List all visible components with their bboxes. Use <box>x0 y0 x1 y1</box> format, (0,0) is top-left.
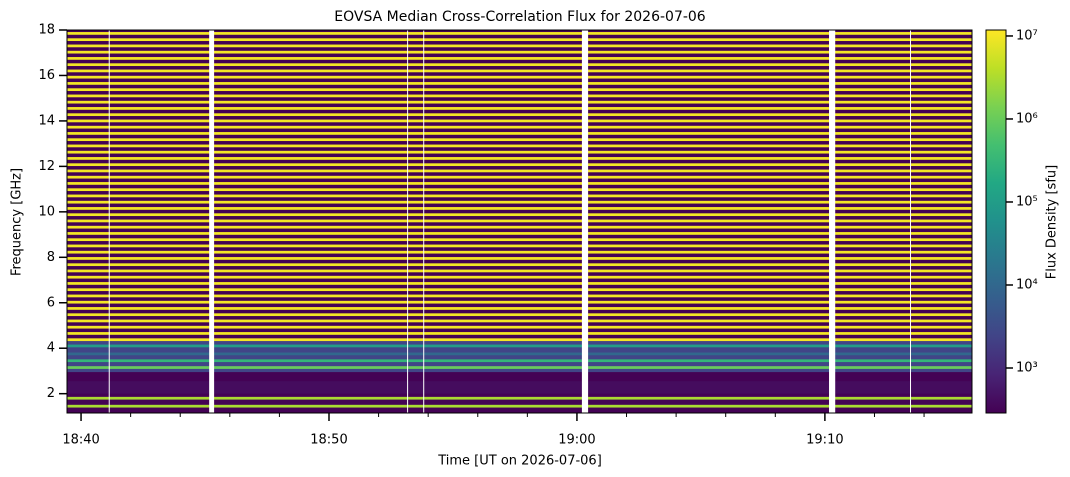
channel <box>67 94 972 98</box>
channel <box>67 366 972 369</box>
channel <box>67 125 972 129</box>
channel <box>67 188 972 192</box>
plot-area <box>67 30 972 413</box>
channel <box>67 263 972 267</box>
data-gap <box>108 30 110 413</box>
channel <box>67 232 972 235</box>
colorbar-tick-label: 10⁴ <box>1016 277 1038 292</box>
data-gap <box>829 30 836 413</box>
y-tick-label: 16 <box>38 68 55 83</box>
channel <box>67 219 972 223</box>
colorbar-label: Flux Density [sfu] <box>1045 165 1060 279</box>
channel <box>67 294 972 298</box>
channel <box>67 50 972 54</box>
channel <box>67 338 972 342</box>
chart-title: EOVSA Median Cross-Correlation Flux for … <box>334 9 706 25</box>
channel <box>67 138 972 142</box>
channel <box>67 300 972 304</box>
channel <box>67 107 972 110</box>
channel <box>67 44 972 48</box>
colorbar-tick-label: 10⁷ <box>1016 28 1038 43</box>
data-gap <box>407 30 409 413</box>
channel <box>67 352 972 356</box>
channel <box>67 332 972 335</box>
channel <box>67 163 972 167</box>
data-gap <box>910 30 912 413</box>
channel <box>67 150 972 154</box>
x-tick-label: 19:10 <box>806 433 843 448</box>
channel <box>67 250 972 254</box>
channel <box>67 319 972 323</box>
channel <box>67 119 972 123</box>
x-axis-label: Time [UT on 2026-07-06] <box>437 454 602 469</box>
x-tick-label: 18:50 <box>310 433 347 448</box>
channel <box>67 175 972 179</box>
channel <box>67 38 972 42</box>
channel <box>67 313 972 317</box>
channel <box>67 157 972 160</box>
channel <box>67 325 972 329</box>
channel <box>67 75 972 79</box>
y-tick-label: 18 <box>38 23 55 38</box>
channel <box>67 282 972 285</box>
data-gap <box>581 30 589 413</box>
data-gap <box>423 30 425 413</box>
channel <box>67 63 972 67</box>
channel <box>67 200 972 204</box>
channel <box>67 359 972 363</box>
x-tick-label: 18:40 <box>62 433 99 448</box>
colorbar-tick-label: 10⁶ <box>1016 111 1038 126</box>
channel <box>67 307 972 310</box>
channel <box>67 132 972 135</box>
y-tick-label: 12 <box>38 159 55 174</box>
y-tick-label: 2 <box>47 386 55 401</box>
channel <box>67 275 972 279</box>
channel <box>67 238 972 242</box>
channel <box>67 194 972 198</box>
y-axis-label: Frequency [GHz] <box>10 168 25 276</box>
channel <box>67 269 972 273</box>
channel <box>67 57 972 60</box>
plot-frame <box>66 29 973 414</box>
channel <box>67 182 972 185</box>
x-tick-label: 19:00 <box>558 433 595 448</box>
y-tick-label: 4 <box>47 341 55 356</box>
channel <box>67 32 972 35</box>
y-tick-label: 6 <box>47 295 55 310</box>
channel <box>67 404 972 408</box>
channel <box>67 244 972 248</box>
channel <box>67 100 972 104</box>
channel <box>67 288 972 292</box>
y-tick-label: 10 <box>38 204 55 219</box>
channel <box>67 257 972 260</box>
data-gap <box>209 30 215 413</box>
channel <box>67 82 972 85</box>
channel <box>67 88 972 92</box>
colorbar-frame <box>985 29 1007 414</box>
channel <box>67 144 972 148</box>
colorbar <box>986 30 1006 413</box>
channel <box>67 169 972 173</box>
channel <box>67 113 972 117</box>
channel <box>67 396 972 400</box>
frequency-region <box>67 381 972 394</box>
y-tick-label: 8 <box>47 250 55 265</box>
colorbar-tick-label: 10³ <box>1016 360 1038 375</box>
channel <box>67 225 972 229</box>
channel <box>67 69 972 73</box>
channel <box>67 213 972 217</box>
colorbar-tick-label: 10⁵ <box>1016 194 1038 209</box>
channel <box>67 344 972 348</box>
y-tick-label: 14 <box>38 113 55 128</box>
channel <box>67 207 972 210</box>
